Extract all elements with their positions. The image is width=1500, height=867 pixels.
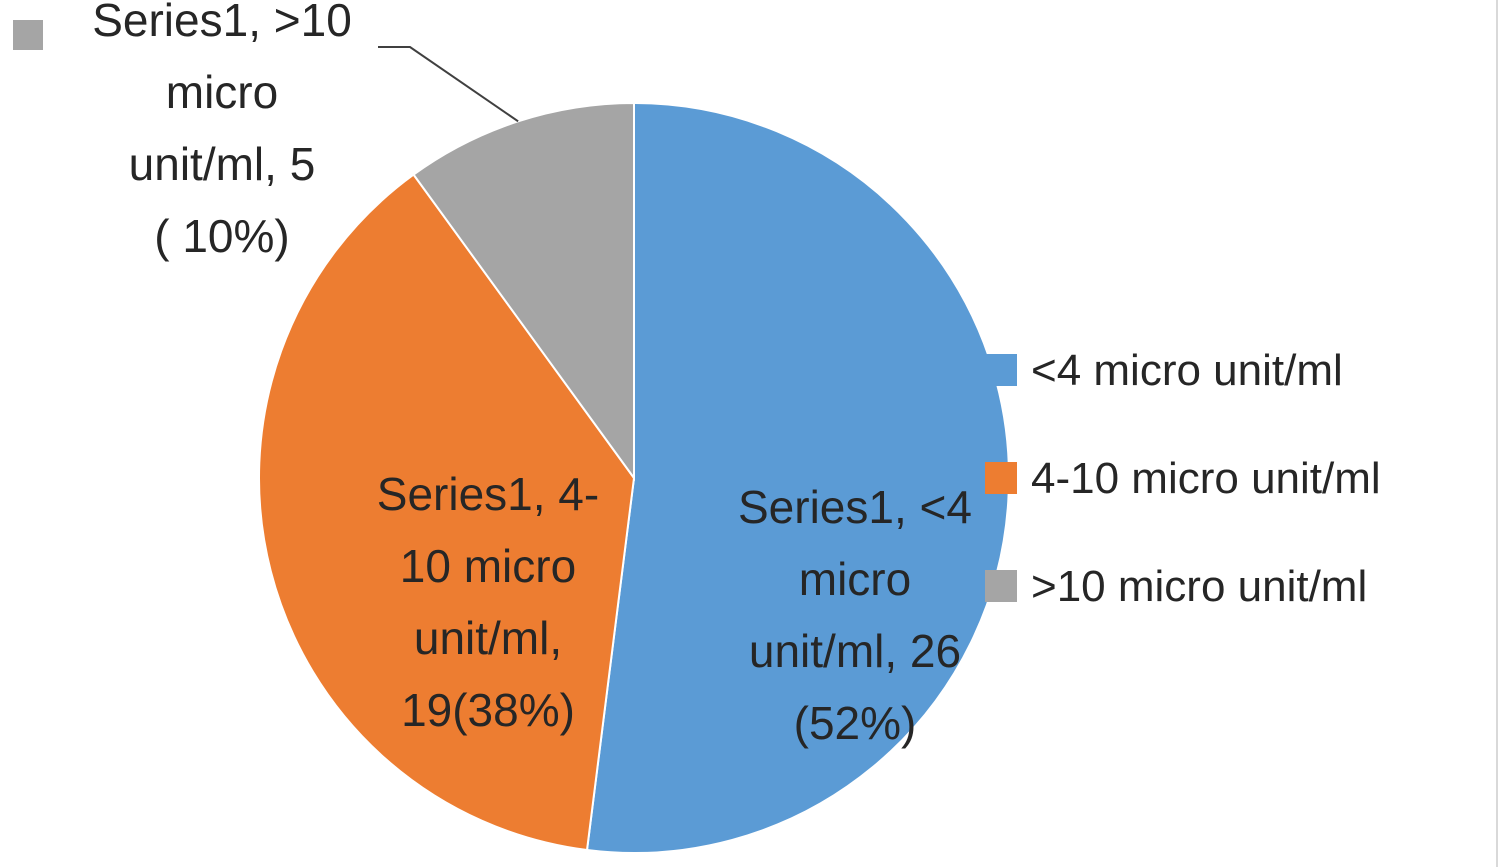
data-label-line: micro bbox=[166, 66, 278, 118]
data-labels: Series1, <4 micro unit/ml, 26 (52%)Series1,… bbox=[13, 0, 972, 749]
data-label-4-10-micro-unit-ml: Series1, 4- 10 micro unit/ml, 19(38%) bbox=[377, 468, 599, 736]
data-label-line: unit/ml, 5 bbox=[129, 138, 316, 190]
data-label-line: micro bbox=[799, 553, 911, 605]
data-label-lt-4-micro-unit-ml: Series1, <4 micro unit/ml, 26 (52%) bbox=[738, 481, 972, 749]
leader-line bbox=[378, 46, 519, 123]
legend-swatch-gt-10-micro-unit-ml bbox=[985, 570, 1017, 602]
legend-label-gt-10-micro-unit-ml: >10 micro unit/ml bbox=[1031, 562, 1367, 611]
data-label-line: unit/ml, bbox=[414, 612, 562, 664]
data-label-gt-10-micro-unit-ml: Series1, >10 micro unit/ml, 5 ( 10%) bbox=[92, 0, 352, 262]
pie-slice-gt-10-micro-unit-ml bbox=[412, 101, 635, 482]
data-label-line: 10 micro bbox=[400, 540, 576, 592]
data-label-line: (52%) bbox=[794, 697, 917, 749]
pie-slices bbox=[258, 101, 1010, 854]
label-key-marker bbox=[13, 20, 43, 50]
pie-slice-4-10-micro-unit-ml bbox=[258, 173, 636, 852]
legend-label-4-10-micro-unit-ml: 4-10 micro unit/ml bbox=[1031, 454, 1381, 503]
data-label-line: Series1, >10 bbox=[92, 0, 352, 46]
data-label-line: 19(38%) bbox=[401, 684, 575, 736]
data-label-line: unit/ml, 26 bbox=[749, 625, 961, 677]
legend-swatch-4-10-micro-unit-ml bbox=[985, 462, 1017, 494]
legend-label-lt-4-micro-unit-ml: <4 micro unit/ml bbox=[1031, 346, 1343, 395]
leader-lines bbox=[378, 46, 519, 123]
data-label-line: Series1, 4- bbox=[377, 468, 599, 520]
data-label-line: Series1, <4 bbox=[738, 481, 972, 533]
legend: <4 micro unit/ml 4-10 micro unit/ml >10 mi… bbox=[985, 346, 1381, 611]
pie-slice-lt-4-micro-unit-ml bbox=[585, 101, 1010, 854]
legend-swatch-lt-4-micro-unit-ml bbox=[985, 354, 1017, 386]
data-label-line: ( 10%) bbox=[154, 210, 289, 262]
